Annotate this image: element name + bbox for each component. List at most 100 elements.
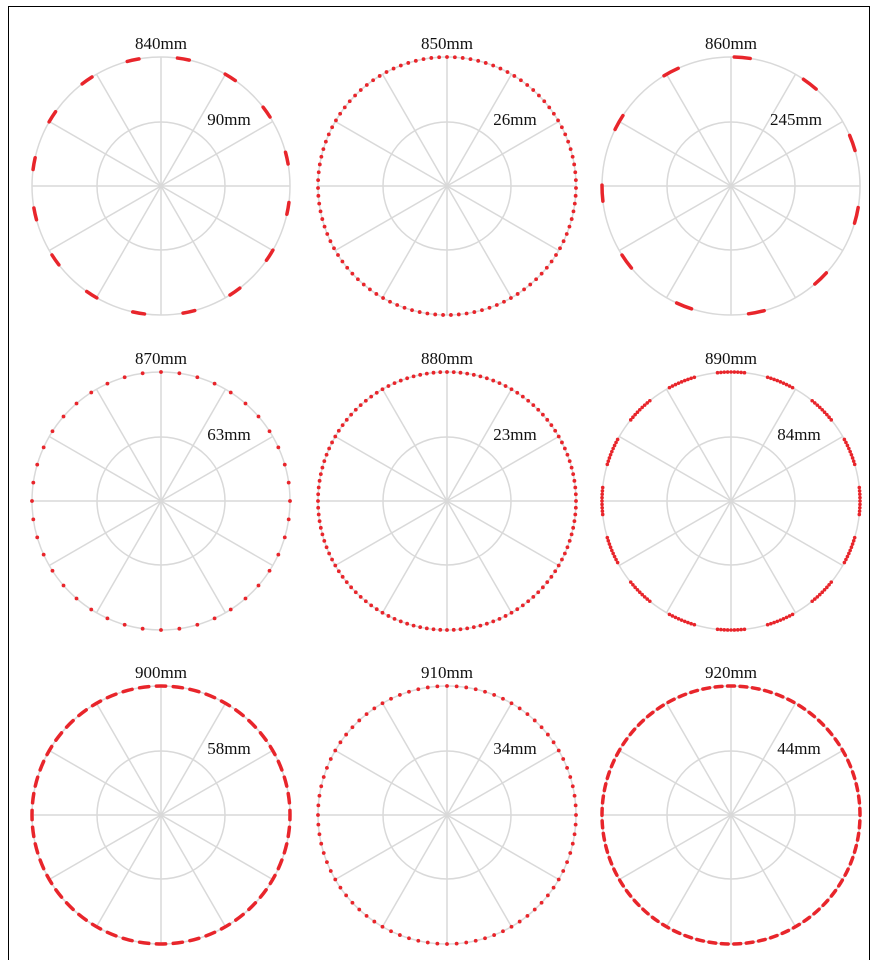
perimeter-mark (565, 860, 569, 864)
perimeter-mark (716, 371, 720, 375)
perimeter-mark (491, 64, 495, 68)
perimeter-mark (319, 842, 323, 846)
radial-spoke (383, 815, 448, 927)
perimeter-mark (668, 613, 672, 617)
perimeter-mark (835, 739, 839, 745)
perimeter-mark (270, 875, 275, 883)
perimeter-mark (260, 890, 266, 897)
perimeter-mark (318, 794, 322, 798)
perimeter-mark (459, 371, 463, 375)
perimeter-mark (416, 939, 420, 943)
perimeter-mark (557, 435, 561, 439)
perimeter-mark (571, 526, 575, 530)
perimeter-mark (325, 545, 329, 549)
perimeter-mark (843, 561, 847, 565)
perimeter-mark (464, 686, 468, 690)
polar-panel-850mm: 850mm26mm (316, 34, 578, 317)
radial-spoke (667, 74, 732, 186)
perimeter-mark (601, 486, 605, 490)
perimeter-mark (557, 564, 561, 568)
perimeter-mark (510, 701, 514, 705)
radial-spoke (383, 186, 448, 298)
perimeter-mark (287, 517, 291, 521)
perimeter-mark (464, 941, 468, 945)
radial-spoke (49, 186, 161, 251)
perimeter-mark (769, 377, 773, 381)
perimeter-mark (533, 719, 537, 723)
radial-spoke (667, 186, 732, 298)
perimeter-mark (229, 608, 233, 612)
perimeter-mark (329, 869, 333, 873)
perimeter-mark (540, 272, 544, 276)
perimeter-mark (537, 94, 541, 98)
perimeter-mark (574, 186, 578, 190)
perimeter-mark (49, 112, 55, 122)
perimeter-mark (600, 492, 604, 496)
perimeter-mark (89, 391, 93, 395)
perimeter-mark (406, 61, 410, 65)
perimeter-mark (689, 377, 693, 381)
perimeter-mark (399, 379, 403, 383)
perimeter-mark (30, 499, 34, 503)
perimeter-mark (850, 453, 854, 457)
perimeter-mark (743, 371, 747, 375)
perimeter-mark (319, 784, 323, 788)
perimeter-mark (759, 939, 766, 941)
perimeter-mark (350, 272, 354, 276)
perimeter-mark (329, 757, 333, 761)
perimeter-mark (206, 694, 215, 698)
radial-spoke (97, 186, 162, 298)
perimeter-mark (288, 499, 292, 503)
perimeter-mark (426, 941, 430, 945)
perimeter-mark (573, 486, 577, 490)
radial-spoke (447, 703, 512, 815)
perimeter-mark (278, 761, 282, 770)
perimeter-mark (316, 499, 320, 503)
spacing-label: 58mm (207, 739, 250, 758)
perimeter-mark (177, 627, 181, 631)
perimeter-mark (510, 925, 514, 929)
perimeter-mark (562, 239, 566, 243)
perimeter-mark (93, 701, 101, 706)
perimeter-mark (333, 564, 337, 568)
perimeter-mark (499, 67, 503, 71)
perimeter-mark (600, 499, 604, 503)
perimeter-mark (491, 379, 495, 383)
perimeter-mark (75, 402, 79, 406)
perimeter-mark (123, 375, 127, 379)
perimeter-mark (556, 118, 560, 122)
perimeter-mark (319, 526, 323, 530)
perimeter-mark (283, 463, 287, 467)
perimeter-mark (752, 688, 759, 689)
perimeter-mark (638, 720, 643, 725)
perimeter-mark (435, 684, 439, 688)
radial-spoke (97, 501, 162, 613)
perimeter-mark (572, 210, 576, 214)
radial-spoke (667, 815, 732, 927)
perimeter-mark (610, 450, 614, 454)
perimeter-mark (533, 908, 537, 912)
perimeter-mark (459, 627, 463, 631)
perimeter-mark (472, 310, 476, 314)
perimeter-mark (602, 185, 603, 201)
perimeter-mark (270, 747, 275, 755)
perimeter-mark (33, 794, 34, 803)
perimeter-mark (426, 312, 430, 316)
perimeter-mark (540, 725, 544, 729)
perimeter-mark (803, 79, 816, 89)
perimeter-mark (445, 55, 449, 59)
radial-spoke (619, 186, 731, 251)
perimeter-mark (213, 616, 217, 620)
perimeter-mark (553, 569, 557, 573)
radial-spoke (161, 74, 226, 186)
perimeter-mark (574, 813, 578, 817)
perimeter-mark (831, 891, 835, 896)
perimeter-mark (316, 178, 320, 182)
perimeter-mark (107, 694, 116, 698)
radial-spoke (731, 815, 796, 927)
perimeter-mark (609, 453, 613, 457)
perimeter-mark (341, 423, 345, 427)
perimeter-mark (528, 283, 532, 287)
perimeter-mark (42, 446, 46, 450)
perimeter-mark (365, 83, 369, 87)
